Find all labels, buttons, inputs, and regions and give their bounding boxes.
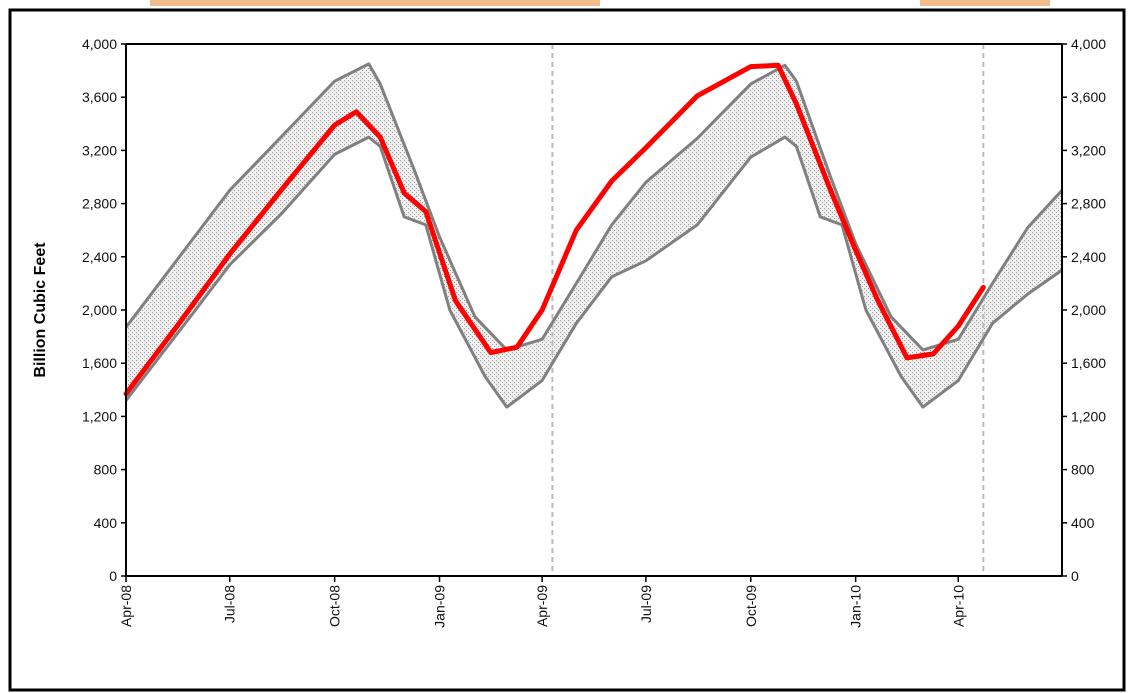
- y-axis-right-ticks: 0 400 800 1,200 1,600 2,000 2,400 2,800 3,200 3,6…: [1062, 36, 1106, 584]
- y-tick-right-label: 2,000: [1071, 302, 1106, 318]
- x-tick-label: Apr-09: [534, 585, 550, 627]
- y-tick-left-label: 2,400: [82, 249, 117, 265]
- y-tick-right-label: 2,800: [1071, 196, 1106, 212]
- x-tick-label: Apr-08: [118, 585, 134, 627]
- y-tick-left-label: 2,800: [82, 196, 117, 212]
- range-lower-line: [124, 135, 1063, 409]
- y-tick-right-label: 2,400: [1071, 249, 1106, 265]
- y-tick-left-label: 1,200: [82, 408, 117, 424]
- y-axis-left-ticks: 0 400 800 1,200 1,600 2,000 2,400 2,800 3,200 3,6…: [82, 36, 126, 584]
- y-tick-right-label: 3,200: [1071, 142, 1106, 158]
- x-tick-label: Jul-09: [638, 585, 654, 623]
- axes: [125, 43, 1063, 577]
- y-tick-left-label: 2,000: [82, 302, 117, 318]
- vertical-marker-lines: [551, 44, 985, 576]
- current-storage-line: [123, 62, 986, 397]
- y-tick-left-label: 1,600: [82, 355, 117, 371]
- y-tick-right-label: 1,600: [1071, 355, 1106, 371]
- top-banner-stripe-right: [920, 0, 1050, 6]
- y-tick-left-label: 3,600: [82, 89, 117, 105]
- y-axis-title: Billion Cubic Feet: [32, 242, 49, 378]
- x-axis-ticks: Apr-08 Jul-08 Oct-08 Jan-09 Apr-09 Jul-09 Oct-…: [118, 576, 966, 628]
- y-tick-right-label: 3,600: [1071, 89, 1106, 105]
- range-upper-line: [124, 62, 1064, 352]
- y-tick-right-label: 1,200: [1071, 408, 1106, 424]
- y-tick-right-label: 800: [1071, 462, 1095, 478]
- x-tick-label: Oct-09: [743, 585, 759, 627]
- y-tick-right-label: 400: [1071, 515, 1095, 531]
- y-tick-left-label: 3,200: [82, 142, 117, 158]
- y-tick-left-label: 4,000: [82, 36, 117, 52]
- x-tick-label: Jul-08: [222, 585, 238, 623]
- x-tick-label: Jan-09: [432, 585, 448, 628]
- y-tick-right-label: 4,000: [1071, 36, 1106, 52]
- y-tick-left-label: 400: [94, 515, 118, 531]
- top-banner-stripe-left: [150, 0, 600, 6]
- x-tick-label: Jan-10: [848, 585, 864, 628]
- x-tick-label: Apr-10: [950, 585, 966, 627]
- x-tick-label: Oct-08: [327, 585, 343, 627]
- y-tick-left-label: 0: [109, 568, 117, 584]
- outer-frame: [8, 8, 1126, 692]
- y-tick-right-label: 0: [1071, 568, 1079, 584]
- y-tick-left-label: 800: [94, 462, 118, 478]
